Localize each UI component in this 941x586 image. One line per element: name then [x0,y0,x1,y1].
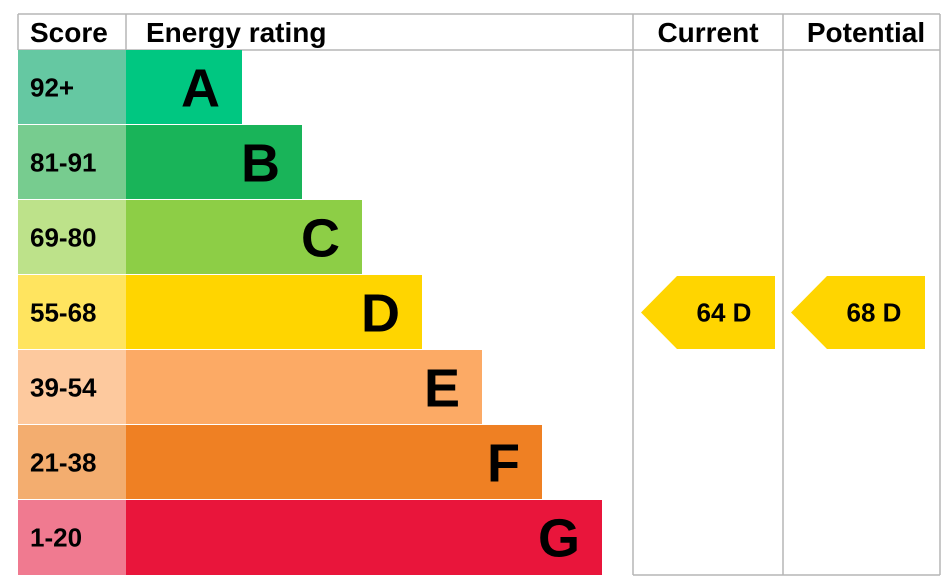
band-letter-label: F [487,434,520,494]
band-bar-e [126,350,482,424]
current-header: Current [657,17,758,48]
band-bar-b [126,125,302,199]
score-range-label: 92+ [30,73,74,103]
score-cell-a [18,50,126,124]
band-row-a: 92+ A [18,50,242,124]
band-letter-label: A [181,59,220,119]
rating-indicators: 64 D 68 D [641,276,925,349]
score-range-label: 81-91 [30,148,97,178]
score-cell-e [18,350,126,424]
score-cell-f [18,425,126,499]
band-letter-label: B [241,134,280,194]
band-bar-d [126,275,422,349]
score-range-label: 69-80 [30,223,97,253]
band-letter-label: D [361,284,400,344]
band-bar-c [126,200,362,274]
band-bar-a [126,50,242,124]
potential-rating-arrow: 68 D [791,276,925,349]
potential-header: Potential [807,17,925,48]
band-letter-label: C [301,209,340,269]
band-row-g: 1-20 G [18,500,602,575]
current-rating-arrow-label: 64 D [697,298,752,328]
score-range-label: 39-54 [30,373,97,403]
energy-rating-header: Energy rating [146,17,326,48]
band-bar-g [126,500,602,575]
score-cell-g [18,500,126,575]
band-row-f: 21-38 F [18,425,542,499]
band-bar-f [126,425,542,499]
band-letter-label: E [424,359,460,419]
potential-rating-arrow-label: 68 D [847,298,902,328]
score-cell-b [18,125,126,199]
score-cell-d [18,275,126,349]
score-range-label: 55-68 [30,298,97,328]
potential-rating-arrow-shape [791,276,925,349]
band-row-e: 39-54 E [18,350,482,424]
current-rating-arrow-shape [641,276,775,349]
rating-bands: 92+ A 81-91 B 69-80 C 55-68 D 39-54 E 21-38 F 1-20 G [18,50,602,575]
band-row-c: 69-80 C [18,200,362,274]
current-rating-arrow: 64 D [641,276,775,349]
score-range-label: 21-38 [30,448,97,478]
band-row-b: 81-91 B [18,125,302,199]
score-range-label: 1-20 [30,523,82,553]
score-cell-c [18,200,126,274]
band-letter-label: G [538,509,580,569]
band-row-d: 55-68 D [18,275,422,349]
score-header: Score [30,17,108,48]
header-row: Score Energy rating Current Potential [30,17,925,48]
